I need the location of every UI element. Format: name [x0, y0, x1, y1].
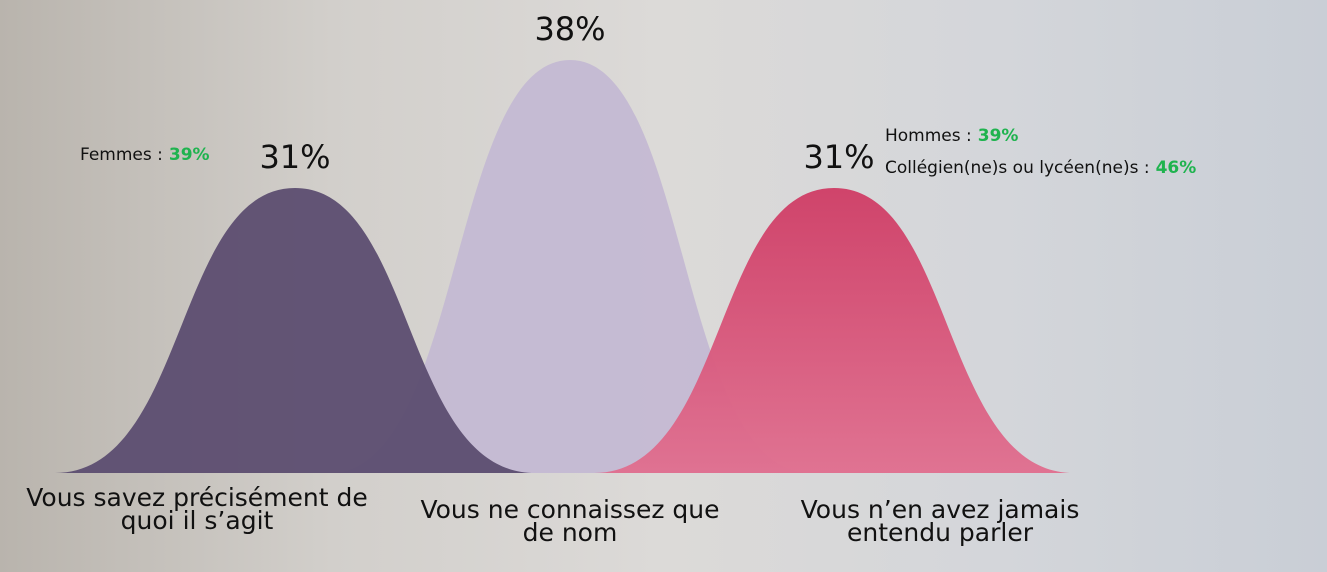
category-label: Vous n’en avez jamais entendu parler	[765, 498, 1115, 544]
annotation-highlight: 39%	[978, 126, 1019, 146]
annotation: Femmes : 39%	[80, 145, 210, 165]
value-label: 38%	[534, 10, 605, 48]
infographic: 31% Vous savez précisément de quoi il s’a…	[0, 0, 1327, 572]
value-label: 31%	[259, 138, 330, 176]
annotation-highlight: 39%	[169, 145, 210, 165]
value-label: 31%	[803, 138, 874, 176]
annotation-label: Femmes :	[80, 145, 163, 165]
annotation: Collégien(ne)s ou lycéen(ne)s : 46%	[885, 158, 1196, 178]
annotation: Hommes : 39%	[885, 126, 1018, 146]
category-label: Vous savez précisément de quoi il s’agit	[17, 486, 377, 532]
category-label: Vous ne connaissez que de nom	[405, 498, 735, 544]
annotation-highlight: 46%	[1156, 158, 1197, 178]
annotation-label: Collégien(ne)s ou lycéen(ne)s :	[885, 158, 1150, 178]
annotation-label: Hommes :	[885, 126, 972, 146]
